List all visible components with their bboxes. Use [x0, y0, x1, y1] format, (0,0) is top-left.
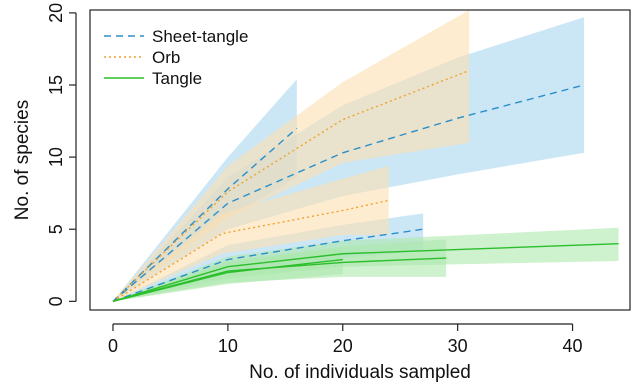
line-sheet-tangle-0	[112, 127, 298, 302]
x-tick-label: 40	[563, 336, 583, 356]
line-tangle-0	[112, 242, 619, 303]
band-sheet-tangle-0	[112, 79, 297, 302]
line-orb-0	[112, 69, 470, 302]
x-axis-label: No. of individuals sampled	[249, 362, 471, 383]
legend-label-orb: Orb	[152, 48, 180, 67]
x-axis: 0 10 20 30 40	[108, 323, 583, 356]
y-tick-label: 0	[46, 296, 66, 306]
line-tangle-2	[112, 258, 343, 303]
plot-frame	[89, 9, 631, 311]
band-orb-0	[112, 10, 470, 302]
legend-label-tangle: Tangle	[152, 69, 202, 88]
y-tick-label: 20	[46, 3, 66, 23]
series-lines	[112, 69, 619, 303]
line-sheet-tangle-2	[112, 228, 424, 303]
band-tangle-2	[112, 247, 343, 302]
y-axis: 0 5 10 15 20	[46, 3, 77, 306]
band-orb-1	[112, 165, 389, 302]
y-tick-label: 10	[46, 147, 66, 167]
y-tick-label: 5	[46, 224, 66, 234]
x-tick-label: 0	[108, 336, 118, 356]
line-sheet-tangle-1	[112, 84, 585, 302]
x-tick-label: 20	[333, 336, 353, 356]
legend-label-sheet-tangle: Sheet-tangle	[152, 27, 248, 46]
y-tick-label: 15	[46, 75, 66, 95]
legend: Sheet-tangle Orb Tangle	[104, 27, 248, 88]
confidence-bands	[112, 10, 619, 302]
x-tick-label: 30	[448, 336, 468, 356]
y-axis-label: No. of species	[12, 100, 33, 220]
x-tick-label: 10	[218, 336, 238, 356]
